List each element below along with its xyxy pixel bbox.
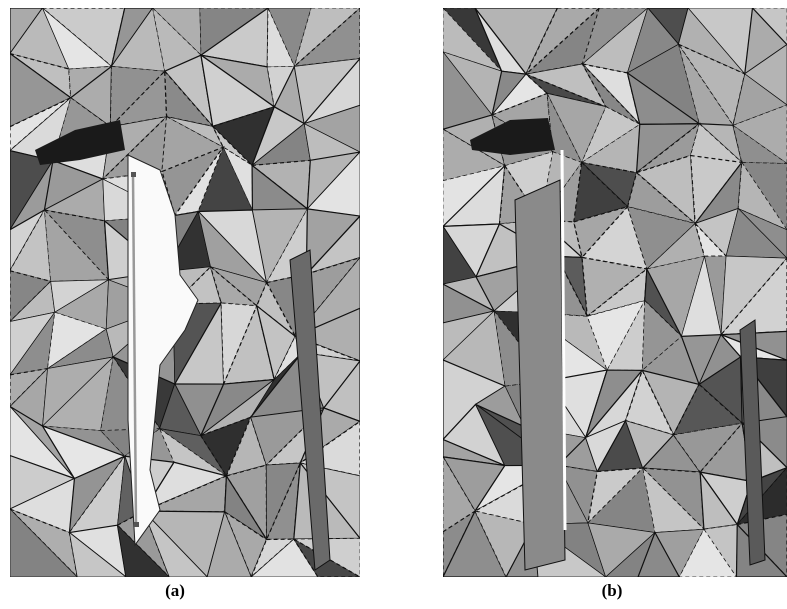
figure: (a) (b) — [0, 0, 787, 604]
boundary-vertex — [134, 522, 139, 527]
boundary-vertex — [131, 172, 136, 177]
caption: (b) — [602, 581, 623, 600]
page: (a) (b) (() => { const data = JSON.parse… — [0, 0, 787, 604]
mesh-panel-a — [10, 8, 360, 577]
caption: (a) — [165, 581, 185, 600]
mesh-panel-b — [443, 8, 787, 577]
